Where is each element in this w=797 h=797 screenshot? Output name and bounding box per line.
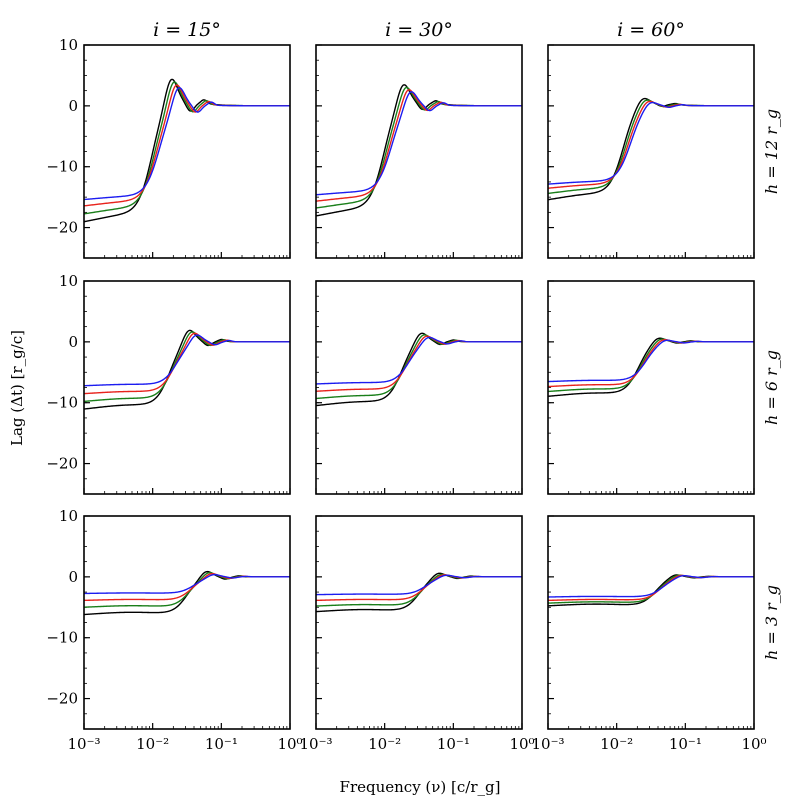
series-line bbox=[548, 337, 754, 397]
y-tick-label: −20 bbox=[46, 455, 78, 473]
panel-frame bbox=[83, 280, 291, 495]
panel-r2-c0: 10 0 −10 −20 10⁻³ 10⁻² 10⁻¹ 10⁰ bbox=[46, 507, 302, 753]
panel-frame bbox=[315, 515, 523, 730]
panel-frame bbox=[315, 280, 523, 495]
panel-r2-c1: 10⁻³ 10⁻² 10⁻¹ 10⁰ bbox=[299, 515, 535, 753]
y-tick-label: 0 bbox=[68, 97, 78, 115]
row-label: h = 3 r_g bbox=[762, 585, 781, 660]
column-title: i = 15° bbox=[153, 19, 221, 41]
series-line bbox=[548, 99, 754, 195]
y-tick-label: −20 bbox=[46, 219, 78, 237]
y-tick-label: 10 bbox=[59, 36, 78, 54]
x-tick-label: 10⁻² bbox=[600, 735, 633, 753]
panel-r0-c1 bbox=[315, 44, 523, 259]
y-tick-label: 0 bbox=[68, 568, 78, 586]
x-tick-label: 10⁰ bbox=[509, 735, 534, 753]
x-tick-label: 10⁰ bbox=[741, 735, 766, 753]
panel-r0-c0: 10 0 −10 −20 bbox=[46, 36, 291, 259]
x-tick-label: 10⁻² bbox=[368, 735, 401, 753]
series-line bbox=[548, 574, 754, 598]
x-tick-label: 10⁻³ bbox=[531, 735, 564, 753]
y-axis-label: Lag (Δt) [r_g/c] bbox=[8, 330, 26, 446]
x-tick-label: 10⁻¹ bbox=[437, 735, 470, 753]
series-line bbox=[316, 336, 522, 385]
series-line bbox=[316, 574, 522, 596]
series-line bbox=[548, 339, 754, 388]
series-line bbox=[84, 334, 290, 387]
series-line bbox=[84, 86, 290, 201]
column-title: i = 30° bbox=[385, 19, 453, 41]
panel-frame bbox=[315, 44, 523, 259]
x-tick-label: 10⁰ bbox=[277, 735, 302, 753]
x-tick-label: 10⁻³ bbox=[67, 735, 100, 753]
series-line bbox=[548, 574, 754, 607]
panel-frame bbox=[547, 515, 755, 730]
series-line bbox=[548, 101, 754, 185]
panel-frame bbox=[547, 44, 755, 259]
y-tick-label: −10 bbox=[46, 394, 78, 412]
panel-frame bbox=[547, 280, 755, 495]
x-tick-label: 10⁻³ bbox=[299, 735, 332, 753]
y-tick-label: 10 bbox=[59, 507, 78, 525]
column-title: i = 60° bbox=[617, 19, 685, 41]
series-line bbox=[548, 339, 754, 383]
series-line bbox=[84, 572, 290, 602]
y-tick-label: 0 bbox=[68, 333, 78, 351]
panel-r0-c2 bbox=[547, 44, 755, 259]
x-tick-label: 10⁻¹ bbox=[669, 735, 702, 753]
panel-r1-c1 bbox=[315, 280, 523, 495]
series-line bbox=[316, 574, 522, 602]
row-label: h = 6 r_g bbox=[762, 350, 781, 425]
panel-r2-c2: 10⁻³ 10⁻² 10⁻¹ 10⁰ bbox=[531, 515, 767, 753]
x-tick-label: 10⁻¹ bbox=[205, 735, 238, 753]
panel-frame bbox=[83, 515, 291, 730]
y-tick-label: 10 bbox=[59, 272, 78, 290]
series-line bbox=[548, 338, 754, 393]
panel-r1-c2 bbox=[547, 280, 755, 495]
panel-frame bbox=[83, 44, 291, 259]
figure-labels: i = 15° i = 30° i = 60° h = 12 r_gh = 6 r_g… bbox=[8, 19, 781, 796]
series-line bbox=[548, 97, 754, 201]
x-axis-label: Frequency (ν) [c/r_g] bbox=[340, 778, 501, 796]
y-tick-label: −20 bbox=[46, 690, 78, 708]
x-tick-label: 10⁻² bbox=[136, 735, 169, 753]
series-line bbox=[84, 573, 290, 595]
panel-r1-c0: 10 0 −10 −20 bbox=[46, 272, 291, 495]
series-line bbox=[316, 91, 522, 196]
y-tick-label: −10 bbox=[46, 629, 78, 647]
series-line bbox=[84, 571, 290, 608]
row-label: h = 12 r_g bbox=[762, 109, 781, 194]
y-tick-label: −10 bbox=[46, 158, 78, 176]
series-line bbox=[548, 100, 754, 189]
